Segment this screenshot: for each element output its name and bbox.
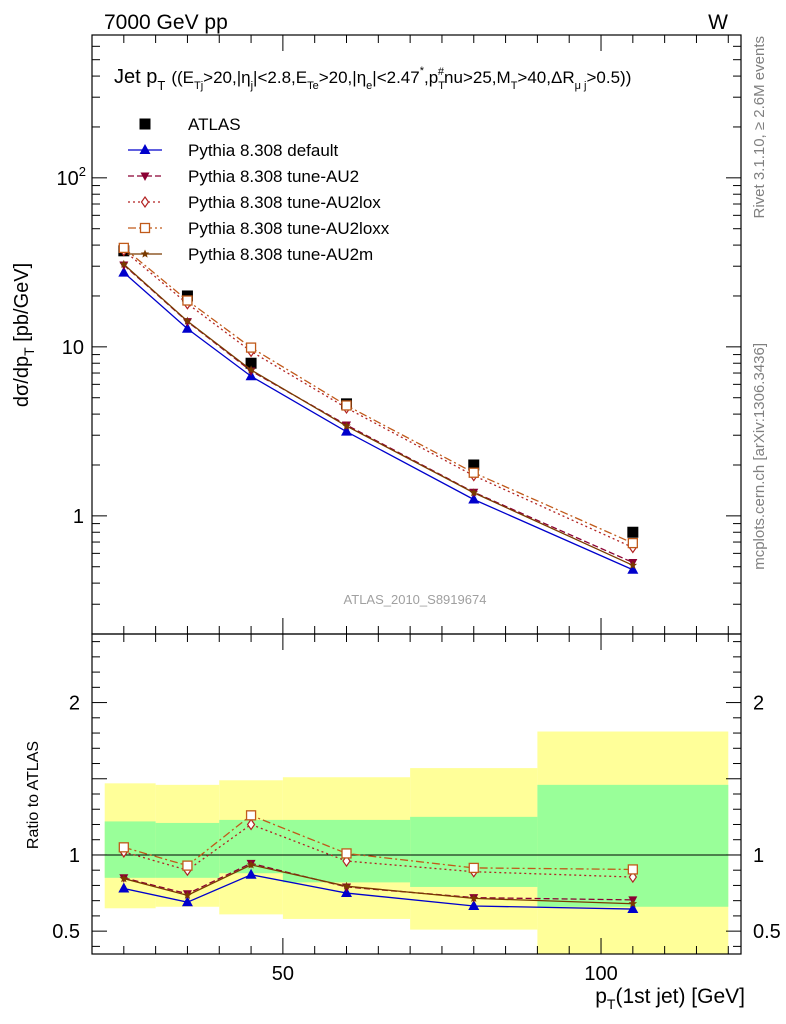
legend-label-4: Pythia 8.308 tune-AU2loxx: [188, 219, 390, 238]
main-series-point-4-2: [245, 342, 257, 353]
main-series-point-4-0: [118, 242, 129, 254]
legend-marker-1: [139, 144, 151, 154]
ratio-series-point-3-3: [341, 848, 352, 859]
legend-label-1: Pythia 8.308 default: [188, 141, 339, 160]
energy-label: 7000 GeV pp: [104, 11, 228, 34]
main-series-line-3: [123, 249, 634, 549]
ratio-series-point-0-2: [245, 868, 257, 879]
ratio-ytick-label-left: 2: [69, 693, 80, 715]
main-series-line-5: [123, 263, 634, 566]
legend-label-0: ATLAS: [188, 115, 241, 134]
main-ytick-label: 102: [57, 164, 86, 190]
band-inner-5: [537, 784, 729, 907]
main-series-point-5-5: [628, 560, 638, 569]
ratio-series-point-4-2: [246, 860, 256, 869]
main-series-point-0-2: [245, 357, 257, 369]
main-ytick-label: 10: [62, 337, 84, 359]
ratio-ylabel: Ratio to ATLAS: [25, 741, 42, 849]
main-series-point-5-1: [183, 316, 192, 325]
ratio-ytick-label-right: 1: [753, 845, 764, 867]
main-series-point-4-4: [468, 467, 479, 478]
main-series-point-1-4: [468, 493, 480, 504]
legend-label-5: Pythia 8.308 tune-AU2m: [188, 245, 373, 264]
series-layer: [118, 242, 639, 914]
rivet-label: Rivet 3.1.10, ≥ 2.6M events: [751, 36, 768, 219]
legend: ATLAS Pythia 8.308 default Pythia 8.308 tu…: [128, 115, 390, 264]
legend-marker-2: [140, 172, 150, 181]
main-series-point-1-3: [341, 425, 353, 436]
ratio-ytick-label-left: 1: [69, 845, 80, 867]
ratio-series-point-0-4: [468, 900, 480, 910]
main-series-point-4-5: [627, 537, 638, 549]
ratio-series-point-3-0: [118, 842, 129, 853]
analysis-id: ATLAS_2010_S8919674: [344, 592, 487, 607]
ratio-ytick-label-right: 2: [753, 693, 764, 715]
ratio-series-point-4-1: [183, 890, 192, 899]
ratio-series-point-0-0: [118, 882, 130, 893]
ratio-series-point-2-2: [246, 818, 256, 831]
ratio-series-point-4-4: [469, 893, 478, 902]
legend-marker-0: [139, 118, 151, 130]
ratio-bands: [104, 731, 729, 954]
main-series-point-4-3: [341, 400, 352, 411]
ratio-series-point-3-1: [182, 860, 193, 871]
ratio-series-point-4-5: [628, 899, 638, 908]
main-title: Jet pT ((ETj>20,|ηj|<2.8,ETe>20,|ηe|<2.47…: [114, 65, 631, 93]
ratio-series-point-0-5: [627, 903, 639, 914]
main-series-point-5-2: [246, 365, 256, 374]
ratio-series-line-2: [123, 823, 633, 878]
main-series-point-1-5: [627, 563, 639, 574]
ratio-series-point-0-3: [341, 887, 353, 898]
legend-marker-4: [139, 222, 151, 234]
main-series-point-0-4: [468, 459, 480, 471]
main-series-point-5-0: [119, 259, 129, 268]
main-series-point-4-1: [182, 295, 193, 306]
process-label: W: [708, 11, 728, 34]
ratio-panel-frame: [91, 633, 742, 955]
main-series-point-5-4: [469, 488, 478, 497]
ratio-series-point-4-3: [342, 881, 351, 890]
ratio-series-point-4-0: [119, 874, 129, 883]
ratio-series-point-3-2: [245, 810, 257, 821]
x-tick-label: 100: [584, 963, 617, 985]
ratio-ytick-label-right: 0.5: [753, 921, 781, 943]
main-series-line-1: [123, 272, 634, 571]
main-series-point-1-1: [181, 322, 193, 333]
main-series-line-4: [123, 247, 634, 544]
legend-marker-3: [140, 195, 150, 209]
ratio-series-point-3-5: [627, 864, 638, 875]
main-ylabel: dσ/dpT [pb/GeV]: [11, 263, 37, 407]
main-ytick-label: 1: [73, 506, 84, 528]
ratio-series-line-3: [123, 814, 633, 871]
legend-marker-5: [140, 249, 150, 258]
ratio-series-line-0: [123, 874, 633, 910]
mcplots-label: mcplots.cern.ch [arXiv:1306.3436]: [751, 343, 768, 570]
ratio-series-line-4: [123, 864, 633, 905]
axes-layer: 1 10 102 50 100 0.5 0.5 1 1 2 2: [52, 34, 781, 985]
ratio-ytick-label-left: 0.5: [52, 921, 80, 943]
main-series-point-1-0: [118, 266, 130, 277]
main-series-point-5-3: [342, 421, 351, 430]
ratio-series-point-3-4: [468, 862, 479, 874]
main-series-point-0-5: [627, 526, 639, 538]
ratio-series-point-0-1: [181, 896, 193, 907]
x-axis-label: pT(1st jet) [GeV]: [595, 985, 745, 1012]
legend-label-3: Pythia 8.308 tune-AU2lox: [188, 193, 381, 212]
legend-label-2: Pythia 8.308 tune-AU2: [188, 167, 359, 186]
x-tick-label: 50: [272, 963, 294, 985]
